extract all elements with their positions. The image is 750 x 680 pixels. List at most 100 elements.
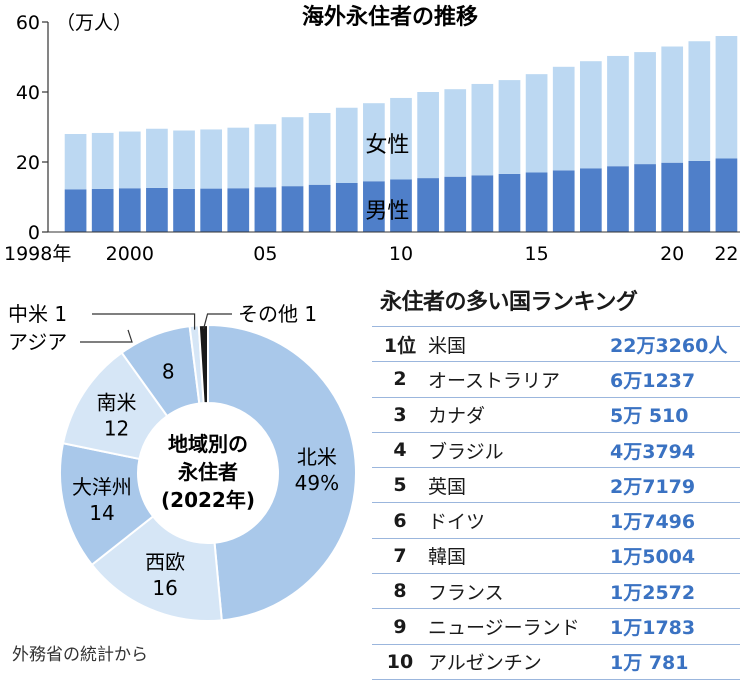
bar-male	[200, 188, 223, 232]
rank-number: 2	[393, 368, 407, 391]
bar-female	[308, 113, 331, 185]
bar-female	[417, 92, 439, 179]
y-tick-label: 20	[16, 152, 40, 174]
ranking-row: 6 ドイツ 1万7496	[372, 503, 740, 539]
population: 1万7496	[610, 511, 696, 534]
rank-number: 1位	[383, 334, 417, 357]
bar-female	[552, 66, 575, 171]
bar-male	[417, 178, 439, 232]
bar-male	[146, 187, 168, 232]
bar-female	[444, 89, 467, 177]
rank-number: 9	[393, 615, 407, 638]
slice-name: 北米	[297, 445, 337, 469]
bar-female	[200, 129, 223, 189]
slice-value: 16	[152, 576, 177, 600]
leader-line	[92, 313, 196, 330]
ranking-table: 永住者の多い国ランキング 1位 米国 22万3260人 2 オーストラリア 6万1237 3…	[372, 284, 740, 680]
label-chubei: 中米 1	[8, 302, 67, 326]
rank-number: 4	[393, 439, 407, 462]
bar-male	[715, 158, 738, 232]
rank-number: 10	[386, 650, 414, 673]
y-tick-label: 40	[16, 82, 40, 104]
bar-male	[607, 166, 629, 232]
bar-male	[64, 189, 87, 232]
bar-male	[688, 160, 711, 232]
bar-female	[173, 130, 195, 189]
ranking-row: 7 韓国 1万5004	[372, 538, 740, 575]
leader-line	[202, 313, 232, 330]
bar-female	[661, 46, 684, 163]
population: 4万3794	[610, 440, 696, 463]
bar-male	[91, 188, 114, 232]
ranking-row: 5 英国 2万7179	[372, 468, 740, 504]
y-tick-label: 60	[16, 12, 40, 34]
label-other: その他 1	[238, 302, 317, 326]
country-name: ニュージーランド	[428, 617, 580, 640]
slice-name: 大洋州	[72, 475, 132, 499]
bar-male	[525, 172, 548, 232]
bar-female	[146, 128, 168, 188]
bar-male	[335, 183, 358, 232]
rank-number: 8	[393, 580, 407, 603]
x-tick-label: 20	[660, 243, 684, 265]
x-tick-label: 22	[714, 243, 738, 265]
slice-name: 西欧	[145, 550, 185, 574]
leader-line	[80, 329, 133, 343]
country-name: アルゼンチン	[428, 652, 542, 675]
bar-female	[64, 134, 87, 190]
donut-center-title: 永住者	[177, 460, 238, 484]
bar-female	[471, 83, 494, 176]
population: 1万 781	[610, 652, 689, 675]
bar-male	[444, 176, 467, 232]
donut-slice-1	[90, 514, 223, 622]
country-name: ドイツ	[428, 511, 486, 534]
bar-female	[254, 124, 277, 188]
bar-male	[661, 162, 684, 232]
population: 1万1783	[610, 617, 696, 640]
rank-number: 5	[393, 474, 407, 497]
bar-female	[525, 74, 548, 173]
slice-value: 14	[89, 501, 114, 525]
bar-male	[634, 164, 656, 232]
population: 22万3260人	[610, 334, 728, 357]
donut-slice-6	[197, 323, 209, 405]
bar-female	[281, 117, 304, 187]
bar-male	[498, 173, 521, 232]
bar-male	[552, 170, 575, 232]
bar-female	[498, 80, 521, 174]
slice-value: 12	[104, 417, 129, 441]
donut-center-title: (2022年)	[161, 488, 255, 512]
x-tick-label: 2000	[106, 243, 154, 265]
ranking-row: 9 ニュージーランド 1万1783	[372, 609, 740, 645]
bar-male	[471, 175, 494, 232]
x-tick-label: 10	[389, 243, 413, 265]
bar-male	[579, 168, 602, 232]
country-name: フランス	[428, 581, 504, 604]
source-note: 外務省の統計から	[12, 645, 148, 665]
bar-female	[390, 97, 412, 180]
y-unit-label: （万人）	[56, 12, 132, 34]
slice-name: 南米	[97, 391, 137, 415]
bar-female	[688, 41, 711, 161]
bar-male	[281, 186, 304, 232]
ranking-row: 1位 米国 22万3260人	[372, 326, 740, 363]
slice-value: 49%	[295, 471, 339, 495]
country-name: 英国	[428, 475, 467, 498]
population: 1万5004	[610, 546, 696, 569]
chart-title: 海外永住者の推移	[302, 4, 478, 30]
stacked-bar-chart: 0 20 40 60 （万人） 1998年 2000 05 10 15 20 22 海外永住者の推移女性…	[4, 4, 740, 265]
country-name: ブラジル	[428, 440, 504, 463]
bar-male	[363, 181, 385, 232]
donut-center-title: 地域別の	[168, 432, 248, 456]
rank-number: 7	[393, 544, 407, 567]
population: 2万7179	[610, 475, 696, 498]
slice-value: 8	[162, 360, 175, 384]
bar-female	[715, 36, 738, 159]
country-name: 韓国	[428, 546, 467, 569]
x-tick-label: 1998年	[4, 243, 71, 265]
bar-male	[308, 184, 331, 232]
series-label-female: 女性	[365, 133, 409, 158]
ranking-row: 2 オーストラリア 6万1237	[372, 362, 740, 398]
country-name: オーストラリア	[428, 369, 561, 392]
